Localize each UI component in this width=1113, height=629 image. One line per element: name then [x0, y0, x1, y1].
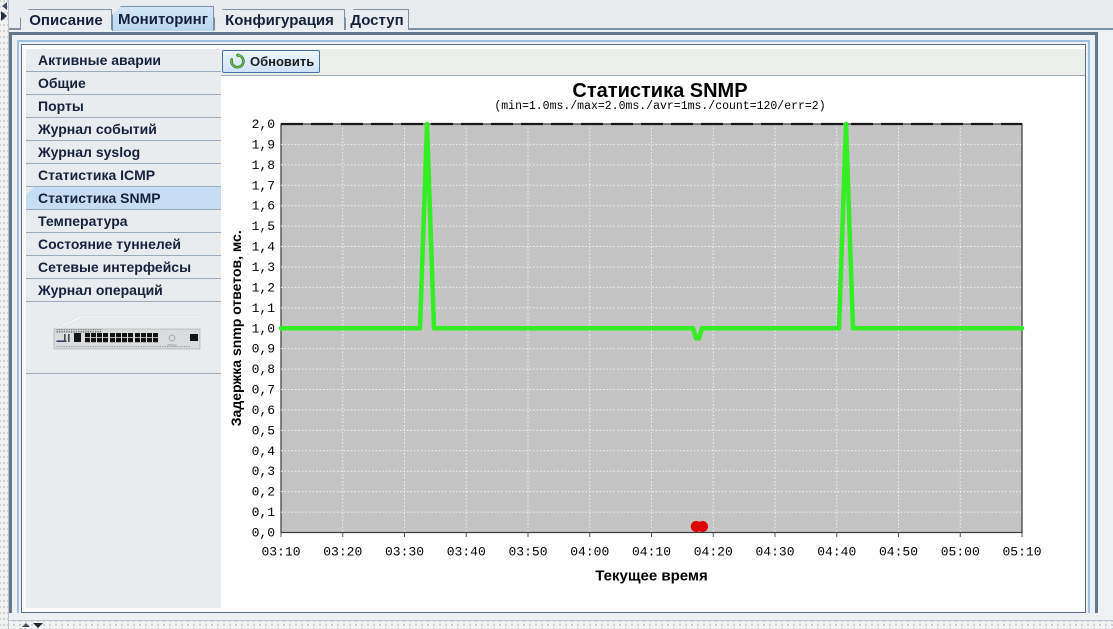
svg-text:04:10: 04:10 [632, 545, 671, 560]
svg-text:0,9: 0,9 [252, 342, 275, 357]
svg-text:04:30: 04:30 [755, 545, 794, 560]
svg-text:1,7: 1,7 [252, 178, 275, 193]
svg-text:03:50: 03:50 [508, 545, 547, 560]
svg-text:0,7: 0,7 [252, 383, 275, 398]
svg-text:0,2: 0,2 [252, 485, 275, 500]
svg-text:0,3: 0,3 [252, 464, 275, 479]
svg-text:Текущее время: Текущее время [595, 568, 708, 585]
svg-text:(min=1.0ms./max=2.0ms./avr=1ms: (min=1.0ms./max=2.0ms./avr=1ms./count=12… [494, 100, 825, 113]
svg-text:04:00: 04:00 [570, 545, 609, 560]
svg-text:AirTies: AirTies [167, 343, 177, 347]
svg-text:Статистика SNMP: Статистика SNMP [572, 80, 747, 102]
svg-text:1,2: 1,2 [252, 280, 275, 295]
svg-text:1,0: 1,0 [252, 321, 275, 336]
svg-text:0,0: 0,0 [252, 526, 275, 541]
svg-text:Задержка snmp ответов, мс.: Задержка snmp ответов, мс. [228, 230, 244, 426]
svg-text:1,8: 1,8 [252, 158, 275, 173]
svg-text:05:10: 05:10 [1002, 545, 1041, 560]
svg-text:04:50: 04:50 [879, 545, 918, 560]
svg-text:1,5: 1,5 [252, 219, 275, 234]
svg-text:1,1: 1,1 [252, 301, 276, 316]
svg-text:1,9: 1,9 [252, 137, 275, 152]
svg-text:03:40: 03:40 [447, 545, 486, 560]
svg-text:1,4: 1,4 [252, 240, 276, 255]
svg-text:1,6: 1,6 [252, 199, 275, 214]
svg-text:04:40: 04:40 [817, 545, 856, 560]
svg-text:03:10: 03:10 [261, 545, 300, 560]
svg-text:0,1: 0,1 [252, 505, 276, 520]
svg-text:0,8: 0,8 [252, 362, 275, 377]
svg-text:0,5: 0,5 [252, 423, 275, 438]
svg-text:04:20: 04:20 [694, 545, 733, 560]
svg-text:05:00: 05:00 [941, 545, 980, 560]
svg-text:2,0: 2,0 [252, 117, 275, 132]
svg-text:03:30: 03:30 [385, 545, 424, 560]
svg-text:0,6: 0,6 [252, 403, 275, 418]
svg-text:0,4: 0,4 [252, 444, 276, 459]
svg-text:1,3: 1,3 [252, 260, 275, 275]
svg-text:03:20: 03:20 [323, 545, 362, 560]
